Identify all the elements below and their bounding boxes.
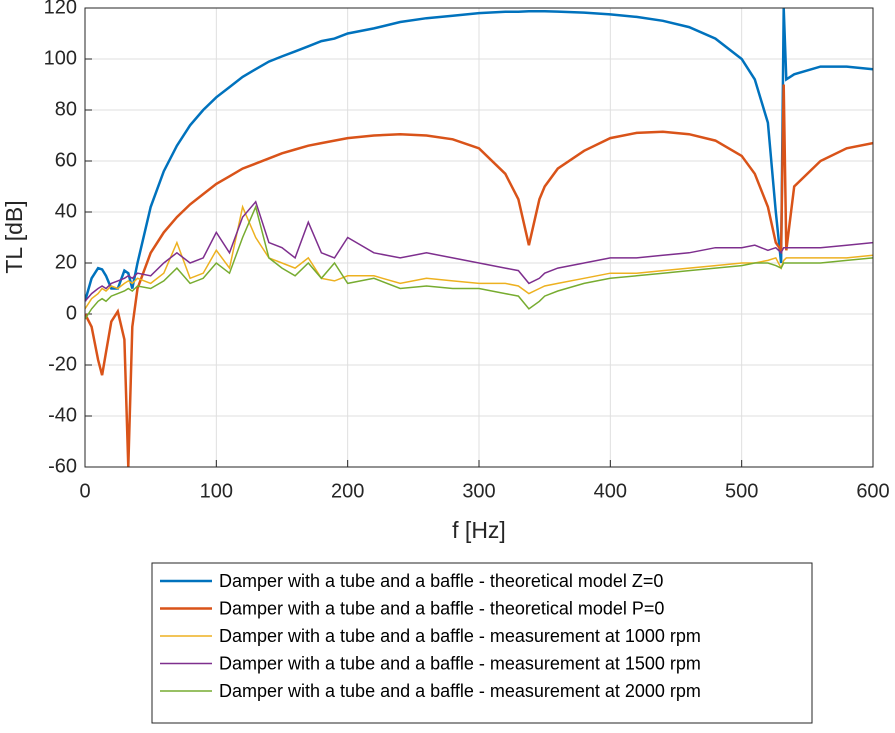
legend-label: Damper with a tube and a baffle - measur… [219, 681, 701, 701]
legend-label: Damper with a tube and a baffle - measur… [219, 653, 701, 673]
data-line [85, 84, 873, 467]
data-line [85, 204, 873, 320]
y-tick-label: -40 [48, 404, 77, 426]
x-tick-label: 400 [594, 480, 627, 502]
y-tick-label: 120 [44, 0, 77, 18]
x-tick-label: 200 [331, 480, 364, 502]
x-tick-label: 100 [200, 480, 233, 502]
data-line [85, 8, 873, 302]
legend-label: Damper with a tube and a baffle - measur… [219, 626, 701, 646]
y-tick-label: 100 [44, 47, 77, 69]
x-tick-label: 0 [79, 480, 90, 502]
x-axis-label: f [Hz] [452, 517, 506, 543]
y-tick-label: 0 [66, 302, 77, 324]
y-tick-label: 80 [55, 98, 77, 120]
y-tick-label: 20 [55, 251, 77, 273]
legend-label: Damper with a tube and a baffle - theore… [219, 598, 664, 618]
y-tick-label: 40 [55, 200, 77, 222]
y-tick-label: -60 [48, 455, 77, 477]
x-tick-label: 600 [856, 480, 889, 502]
y-tick-label: -20 [48, 353, 77, 375]
y-tick-label: 60 [55, 149, 77, 171]
plot-border [84, 7, 874, 468]
legend-box [151, 562, 813, 724]
x-tick-label: 300 [462, 480, 495, 502]
legend: Damper with a tube and a baffle - theore… [151, 562, 813, 724]
legend-label: Damper with a tube and a baffle - theore… [219, 571, 663, 591]
data-line [85, 200, 873, 302]
x-tick-label: 500 [725, 480, 758, 502]
y-axis-label: TL [dB] [1, 200, 27, 273]
